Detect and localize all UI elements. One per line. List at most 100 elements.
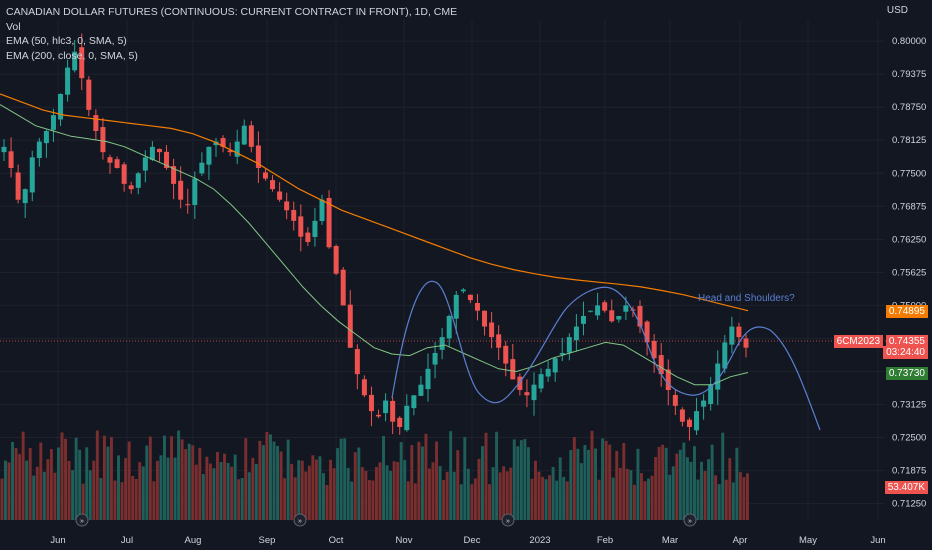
time-axis[interactable]: Jun Jul Aug Sep Oct Nov Dec 2023 Feb Mar Apr May Jun bbox=[50, 535, 885, 546]
y-tick-label: 0.76875 bbox=[892, 201, 926, 212]
candle-body bbox=[79, 47, 85, 79]
volume-bar bbox=[240, 478, 244, 520]
volume-bar bbox=[700, 461, 703, 520]
event-marker-icon[interactable] bbox=[683, 513, 697, 527]
volume-bar bbox=[212, 468, 216, 520]
volume-bar bbox=[14, 448, 18, 520]
volume-bar bbox=[170, 436, 173, 520]
volume-bar bbox=[201, 473, 205, 520]
volume-bar bbox=[629, 470, 633, 520]
volume-bar bbox=[481, 446, 484, 520]
event-marker-icon[interactable] bbox=[501, 513, 515, 527]
candle-body bbox=[1, 146, 7, 153]
price-axis[interactable]: 0.80000 0.79375 0.78750 0.78125 0.77500 0.768… bbox=[892, 36, 926, 509]
candle-body bbox=[715, 363, 721, 390]
event-marker-glyph: » bbox=[688, 518, 692, 525]
candle-body bbox=[171, 166, 177, 184]
volume-bar bbox=[78, 449, 82, 520]
ema50-legend: EMA (50, hlc3, 0, SMA, 5) bbox=[6, 35, 127, 47]
candle-body bbox=[192, 178, 198, 205]
volume-bar bbox=[562, 476, 566, 520]
volume-bar bbox=[519, 440, 523, 520]
candle-body bbox=[277, 191, 283, 200]
volume-bar bbox=[325, 484, 329, 520]
candle-body bbox=[686, 419, 692, 427]
candle-body bbox=[595, 305, 601, 316]
candle-body bbox=[708, 384, 714, 405]
candle-body bbox=[460, 289, 466, 292]
event-marker-icon[interactable] bbox=[293, 513, 307, 527]
volume-bar bbox=[445, 471, 449, 520]
candle-body bbox=[284, 201, 290, 211]
head-and-shoulders-drawing[interactable] bbox=[391, 280, 821, 431]
volume-bar bbox=[491, 467, 495, 520]
candlesticks bbox=[1, 33, 749, 441]
candle-body bbox=[609, 310, 615, 322]
volume-bar bbox=[693, 446, 696, 520]
volume-bar bbox=[523, 439, 527, 520]
candle-body bbox=[50, 115, 56, 130]
volume-bar bbox=[25, 460, 29, 520]
volume-bar bbox=[721, 432, 725, 520]
candle-body bbox=[354, 349, 360, 375]
candle-body bbox=[722, 342, 728, 369]
event-marker-icon[interactable] bbox=[75, 513, 89, 527]
candle-body bbox=[573, 326, 579, 341]
candle-body bbox=[255, 145, 261, 168]
volume-bar bbox=[124, 458, 128, 520]
volume-bar bbox=[131, 475, 135, 520]
volume-bar bbox=[28, 448, 32, 520]
candle-body bbox=[383, 400, 389, 414]
volume-bar bbox=[336, 448, 340, 520]
volume-bar bbox=[191, 445, 195, 520]
candle-body bbox=[340, 269, 346, 306]
volume-bar bbox=[636, 448, 640, 520]
volume-bar bbox=[738, 472, 742, 520]
volume-bar bbox=[615, 450, 619, 520]
candle-body bbox=[164, 151, 170, 168]
candle-body bbox=[241, 125, 247, 145]
y-tick-label: 0.80000 bbox=[892, 36, 926, 47]
volume-bar bbox=[261, 445, 265, 520]
candle-body bbox=[538, 374, 544, 389]
volume-bar bbox=[611, 477, 615, 520]
candle-body bbox=[248, 125, 254, 147]
volume-bar bbox=[283, 478, 287, 520]
volume-bar bbox=[300, 460, 304, 520]
candle-body bbox=[489, 322, 495, 338]
pattern-label: Head and Shoulders? bbox=[698, 293, 795, 304]
volume-bar bbox=[378, 462, 382, 520]
volume-bar bbox=[60, 432, 64, 520]
volume-bar bbox=[141, 466, 145, 520]
y-tick-label: 0.73125 bbox=[892, 400, 926, 411]
last-price-tag: 0.74355 bbox=[885, 335, 928, 348]
y-tick-label: 0.79375 bbox=[892, 69, 926, 80]
event-marker-glyph: » bbox=[80, 518, 84, 525]
volume-bar bbox=[145, 445, 149, 520]
candle-body bbox=[425, 368, 431, 390]
candle-body bbox=[86, 79, 92, 110]
volume-bar bbox=[389, 470, 393, 520]
volume-bar bbox=[360, 467, 364, 520]
candle-body bbox=[701, 400, 707, 407]
volume-bar bbox=[85, 447, 89, 520]
event-markers[interactable]: » » » » bbox=[75, 513, 697, 527]
candle-body bbox=[312, 220, 318, 237]
volume-bar bbox=[230, 466, 234, 520]
volume-bar bbox=[463, 437, 467, 520]
candle-body bbox=[545, 368, 551, 377]
volume-bar bbox=[290, 463, 294, 520]
volume-bar bbox=[601, 438, 605, 520]
volume-bar bbox=[509, 467, 513, 520]
volume-bar bbox=[343, 438, 347, 520]
volume-bar bbox=[385, 465, 389, 520]
volume-bar bbox=[488, 484, 491, 520]
candle-body bbox=[333, 246, 339, 274]
candle-body bbox=[566, 337, 572, 353]
candle-body bbox=[637, 305, 643, 327]
volume-bar bbox=[184, 449, 188, 520]
volume-bar bbox=[597, 479, 601, 520]
volume-bar bbox=[237, 479, 241, 520]
volume-bar bbox=[371, 480, 375, 520]
